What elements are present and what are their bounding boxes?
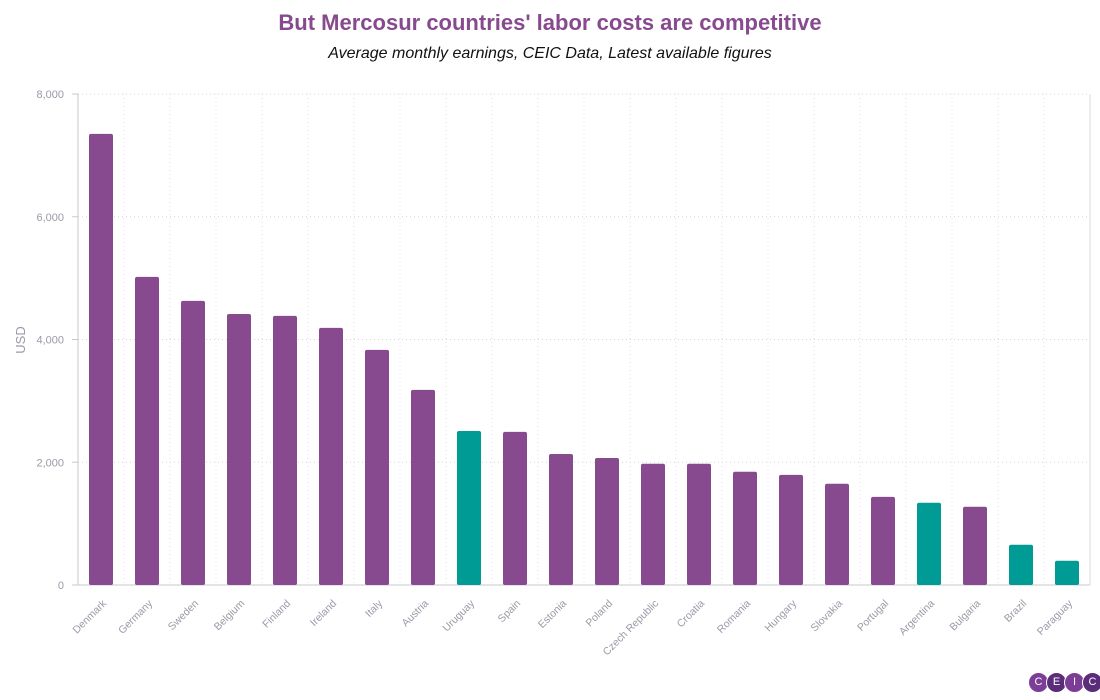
bar-spain — [503, 431, 527, 585]
x-tick-label: Brazil — [1002, 598, 1029, 625]
bar-portugal — [871, 496, 895, 585]
x-tick-label: Uruguay — [441, 597, 478, 634]
bar-hungary — [779, 474, 803, 585]
logo-letter: C — [1028, 672, 1049, 693]
logo-letter: I — [1064, 672, 1085, 693]
bar-croatia — [687, 463, 711, 585]
x-tick-label: Germany — [116, 597, 156, 637]
chart-title: But Mercosur countries' labor costs are … — [278, 10, 822, 35]
x-tick-label: Italy — [363, 597, 386, 620]
bar-finland — [273, 315, 297, 585]
x-tick-label: Hungary — [763, 597, 800, 634]
bar-romania — [733, 471, 757, 585]
x-tick-label: Romania — [715, 598, 753, 636]
x-tick-label: Bulgaria — [947, 598, 983, 634]
x-tick-label: Spain — [496, 598, 524, 626]
bar-ireland — [319, 327, 343, 585]
x-tick-label: Denmark — [71, 597, 110, 636]
bar-estonia — [549, 453, 573, 585]
y-tick-label: 8,000 — [36, 89, 64, 101]
y-axis-label: USD — [13, 326, 28, 353]
bar-argentina — [917, 502, 941, 585]
x-tick-label: Belgium — [212, 597, 247, 632]
x-tick-label: Argentina — [897, 598, 937, 638]
y-tick-label: 6,000 — [36, 212, 64, 224]
bar-uruguay — [457, 430, 481, 585]
logo-letter: C — [1082, 672, 1100, 693]
x-tick-label: Portugal — [855, 598, 891, 634]
chart-subtitle: Average monthly earnings, CEIC Data, Lat… — [328, 45, 772, 62]
bar-brazil — [1009, 544, 1033, 585]
y-tick-label: 0 — [58, 580, 64, 592]
x-tick-label: Finland — [260, 598, 293, 631]
bar-czech-republic — [641, 463, 665, 585]
x-tick-label: Slovakia — [809, 598, 846, 635]
bar-denmark — [89, 133, 113, 586]
ceic-logo: C E I C — [1028, 672, 1100, 693]
x-tick-label: Poland — [584, 598, 616, 630]
bar-belgium — [227, 314, 251, 585]
bar-italy — [365, 349, 389, 585]
bar-austria — [411, 389, 435, 585]
x-tick-label: Sweden — [166, 598, 201, 633]
bar-poland — [595, 457, 619, 585]
x-tick-label: Paraguay — [1035, 597, 1076, 638]
x-tick-label: Estonia — [536, 598, 569, 631]
y-tick-label: 2,000 — [36, 457, 64, 469]
x-tick-label: Ireland — [308, 598, 339, 629]
x-tick-label: Austria — [400, 598, 432, 630]
bar-sweden — [181, 300, 205, 585]
bar-slovakia — [825, 483, 849, 585]
bar-bulgaria — [963, 506, 987, 585]
bar-germany — [135, 276, 159, 585]
y-tick-label: 4,000 — [36, 335, 64, 347]
x-tick-label: Croatia — [675, 598, 708, 631]
bar-paraguay — [1055, 560, 1079, 585]
